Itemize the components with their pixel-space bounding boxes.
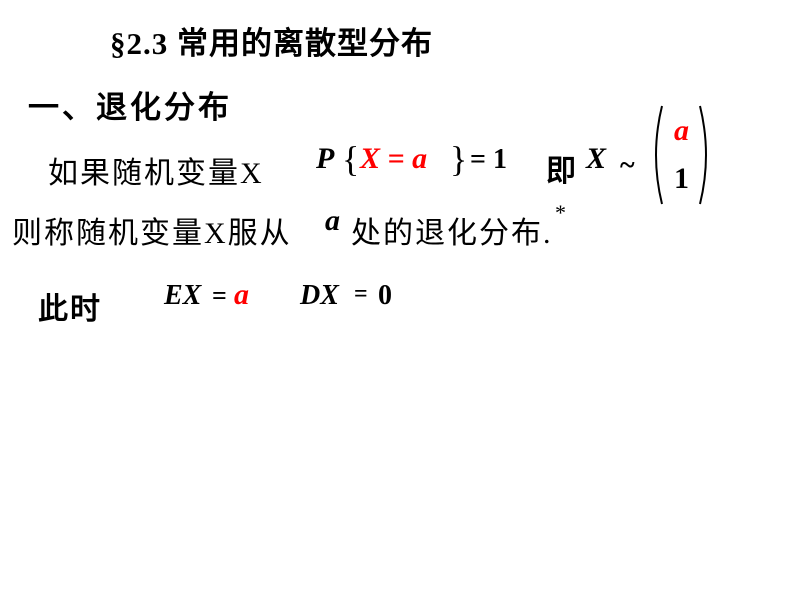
slide: §2.3 常用的离散型分布 一、退化分布 如果随机变量X P { X = a }… — [0, 0, 800, 600]
math-X-eq-a: X = a — [360, 142, 427, 176]
body-text-2b: 处的退化分布. — [351, 208, 553, 252]
text-ji: 即 — [546, 146, 576, 190]
math-a-red: a — [234, 278, 249, 312]
body-text-1: 如果随机变量X — [48, 148, 264, 192]
matrix-a: a — [674, 114, 689, 148]
math-tilde: ~ — [620, 150, 635, 182]
matrix-1: 1 — [674, 162, 689, 196]
footnote-star: * — [555, 200, 566, 226]
brace-left: { — [342, 138, 359, 180]
page-title: §2.3 常用的离散型分布 — [110, 18, 433, 63]
math-DX: DX — [300, 280, 339, 312]
math-EX: EX — [164, 280, 201, 312]
section-heading: 一、退化分布 — [28, 82, 232, 127]
math-eq-sym2: = — [354, 281, 368, 308]
math-X2: X — [586, 142, 606, 176]
math-eq-1: = 1 — [470, 144, 507, 176]
brace-right: } — [450, 138, 467, 180]
math-zero: 0 — [378, 280, 392, 312]
math-var-a: a — [325, 204, 340, 238]
body-text-2a: 则称随机变量X服从 — [12, 208, 292, 252]
body-text-3: 此时 — [38, 284, 102, 328]
math-P: P — [316, 142, 334, 176]
math-eq-sym1: = — [212, 281, 227, 311]
